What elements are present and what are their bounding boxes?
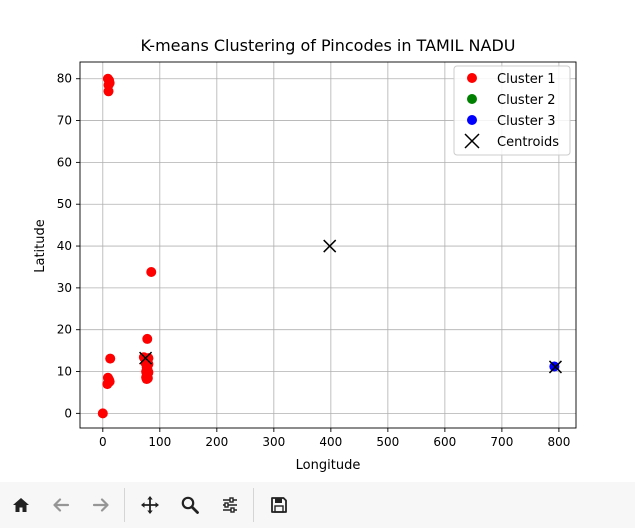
data-point (146, 266, 157, 277)
configure-subplots-icon (223, 497, 237, 513)
x-tick-label: 200 (205, 435, 228, 449)
data-point (104, 77, 115, 88)
toolbar-separator (253, 488, 254, 522)
data-point (105, 353, 116, 364)
zoom-icon (181, 496, 199, 514)
y-tick-label: 20 (57, 323, 72, 337)
y-tick-label: 50 (57, 197, 72, 211)
y-tick-label: 10 (57, 365, 72, 379)
legend-marker (464, 133, 480, 149)
zoom-button[interactable] (171, 486, 209, 524)
legend-label: Cluster 3 (497, 114, 556, 129)
legend-marker (467, 115, 477, 125)
pan-button[interactable] (131, 486, 169, 524)
forward-arrow-icon (92, 498, 109, 512)
centroid-marker (139, 351, 153, 365)
legend-marker (467, 73, 477, 83)
x-axis-label: Longitude (296, 458, 361, 473)
data-point (97, 408, 108, 419)
legend-label: Centroids (497, 135, 559, 150)
save-icon (271, 497, 287, 513)
data-point (103, 86, 114, 97)
x-tick-label: 500 (376, 435, 399, 449)
data-points (97, 73, 563, 419)
plot-frame (79, 61, 577, 429)
axes: 0 100 200 300 400 500 600 700 800 0 10 20 30 40 50 60 70… (57, 61, 577, 449)
y-tick-label: 80 (57, 72, 72, 86)
save-button[interactable] (260, 486, 298, 524)
grid-lines (80, 62, 576, 428)
y-tick-label: 70 (57, 114, 72, 128)
centroid-marker (323, 239, 337, 253)
back-button[interactable] (42, 486, 80, 524)
toolbar-separator (124, 488, 125, 522)
x-tick-label: 700 (490, 435, 513, 449)
x-tick-label: 600 (433, 435, 456, 449)
navigation-toolbar (0, 482, 635, 528)
y-tick-label: 40 (57, 239, 72, 253)
data-point (142, 333, 153, 344)
data-point (142, 371, 153, 382)
back-arrow-icon (53, 498, 70, 512)
legend-marker (467, 94, 477, 104)
legend-box (453, 65, 571, 156)
figure-canvas: K-means Clustering of Pincodes in TAMIL … (33, 36, 577, 473)
data-point (104, 376, 115, 387)
x-tick-label: 0 (99, 435, 107, 449)
y-axis-label: Latitude (33, 219, 48, 273)
x-tick-label: 400 (319, 435, 342, 449)
y-tick-label: 30 (57, 281, 72, 295)
x-tick-label: 100 (148, 435, 171, 449)
scatter-chart: K-means Clustering of Pincodes in TAMIL … (33, 36, 577, 473)
home-icon (13, 498, 29, 512)
configure-subplots-button[interactable] (211, 486, 249, 524)
data-point (143, 359, 154, 370)
home-button[interactable] (2, 486, 40, 524)
x-tick-label: 300 (262, 435, 285, 449)
centroid-marker (548, 360, 563, 374)
legend-label: Cluster 1 (497, 72, 556, 87)
y-tick-label: 0 (64, 406, 72, 420)
pan-icon (141, 496, 159, 514)
y-tick-label: 60 (57, 155, 72, 169)
legend-label: Cluster 2 (497, 93, 556, 108)
chart-title: K-means Clustering of Pincodes in TAMIL … (140, 36, 515, 55)
legend: Cluster 1 Cluster 2 Cluster 3 Centroids (453, 65, 571, 156)
x-tick-label: 800 (547, 435, 570, 449)
forward-button[interactable] (82, 486, 120, 524)
